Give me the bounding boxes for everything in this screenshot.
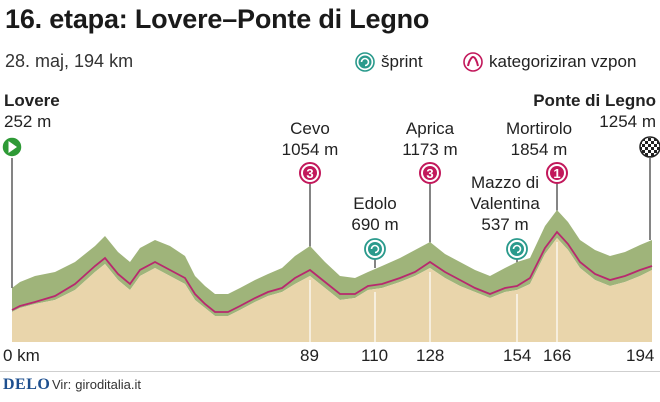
km-label-0: 0 km [3, 346, 40, 365]
aprica-label: Aprica 1173 m [390, 118, 470, 160]
legend-climb: kategoriziran vzpon [463, 51, 636, 73]
aprica-category: 3 [426, 166, 433, 181]
edolo-sprint-icon [364, 238, 386, 260]
km-label-166: 166 [543, 346, 572, 365]
aprica-elevation: 1173 m [402, 140, 458, 159]
start-label: Lovere 252 m [4, 90, 60, 132]
page-title: 16. etapa: Lovere–Ponte di Legno [5, 4, 430, 34]
cevo-name: Cevo [290, 119, 330, 138]
start-flag-icon [1, 136, 23, 158]
profile-slope [12, 210, 652, 316]
profile-ground [12, 238, 652, 342]
finish-name: Ponte di Legno [533, 91, 656, 110]
source-label: Vir: [52, 377, 72, 392]
stage-profile: 3 3 1 [1, 136, 660, 342]
source-credit: Vir: giroditalia.it [52, 377, 141, 392]
mazzo-name-line2: Valentina [470, 194, 540, 213]
finish-elevation: 1254 m [599, 112, 656, 131]
mortirolo-category: 1 [553, 166, 560, 181]
km-label-89: 89 [300, 346, 319, 365]
start-name: Lovere [4, 91, 60, 110]
aprica-climb-badge: 3 [419, 162, 441, 184]
km-label-194: 194 [626, 346, 655, 365]
aprica-name: Aprica [405, 119, 455, 138]
start-elevation: 252 m [4, 112, 52, 131]
brand-logo: DELO [3, 376, 51, 393]
finish-label: Ponte di Legno 1254 m [533, 90, 656, 132]
edolo-elevation: 690 m [351, 215, 399, 234]
km-label-128: 128 [416, 346, 445, 365]
legend-climb-label: kategoriziran vzpon [489, 52, 637, 71]
route-line [11, 230, 653, 313]
finish-flag-icon [639, 136, 660, 158]
km-label-154: 154 [503, 346, 532, 365]
edolo-name: Edolo [353, 194, 397, 213]
mortirolo-elevation: 1854 m [510, 140, 568, 159]
km-label-110: 110 [361, 346, 389, 365]
cevo-elevation: 1054 m [281, 140, 339, 159]
mazzo-name-line1: Mazzo di [470, 173, 540, 192]
sprint-icon [355, 52, 375, 72]
legend-sprint: šprint [355, 51, 423, 73]
climb-icon [463, 52, 483, 72]
legend-sprint-label: šprint [381, 52, 423, 71]
stage-date-distance: 28. maj, 194 km [5, 51, 134, 71]
km-gridlines [309, 242, 558, 342]
mazzo-elevation: 537 m [481, 215, 529, 234]
mortirolo-label: Mortirolo 1854 m [494, 118, 584, 160]
cevo-climb-badge: 3 [299, 162, 321, 184]
source-name: giroditalia.it [75, 377, 142, 392]
cevo-category: 3 [306, 166, 313, 181]
mortirolo-climb-badge: 1 [546, 162, 568, 184]
edolo-label: Edolo 690 m [335, 193, 415, 235]
mazzo-label: Mazzo di Valentina 537 m [450, 172, 560, 235]
footer: DELO Vir: giroditalia.it [0, 371, 660, 402]
cevo-label: Cevo 1054 m [270, 118, 350, 160]
mortirolo-name: Mortirolo [505, 119, 573, 138]
mazzo-sprint-icon [506, 238, 528, 260]
